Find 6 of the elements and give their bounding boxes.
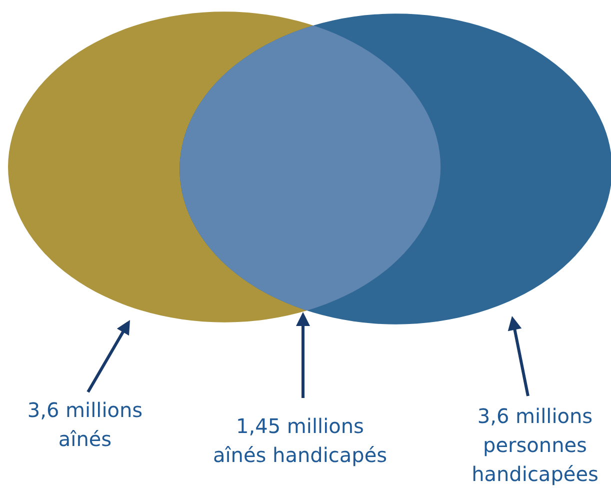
category-label: aînés handicapés <box>212 443 388 468</box>
data-label: 3,6 millions <box>477 404 593 428</box>
data-label: 1,45 millions <box>236 414 364 438</box>
category-label: aînés <box>58 427 112 452</box>
category-label: personnes handicapées <box>472 433 598 486</box>
data-label: 3,6 millions <box>27 398 143 422</box>
